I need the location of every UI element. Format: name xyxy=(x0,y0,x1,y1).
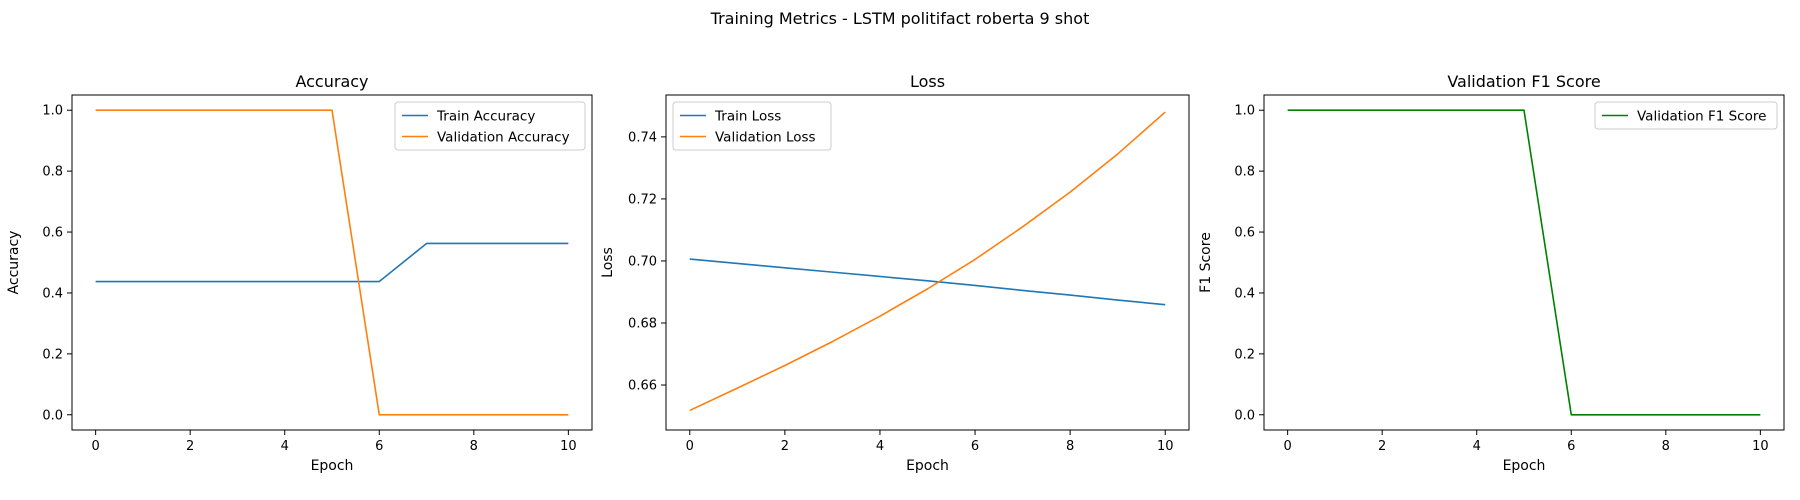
x-tick-label: 8 xyxy=(1662,439,1670,454)
x-tick-label: 2 xyxy=(186,439,194,454)
x-tick-label: 6 xyxy=(971,439,979,454)
x-tick-label: 0 xyxy=(91,439,99,454)
series-line xyxy=(1287,109,1761,416)
x-tick-label: 4 xyxy=(876,439,884,454)
legend-label: Validation Loss xyxy=(715,129,816,145)
x-tick-label: 6 xyxy=(1567,439,1575,454)
x-tick-label: 10 xyxy=(1752,439,1769,454)
x-tick-label: 0 xyxy=(686,439,694,454)
y-tick-label: 0.2 xyxy=(42,347,63,362)
legend-label: Validation F1 Score xyxy=(1637,108,1766,124)
x-tick-label: 2 xyxy=(1378,439,1386,454)
x-tick-label: 2 xyxy=(781,439,789,454)
x-axis-label: Epoch xyxy=(1503,458,1546,474)
y-tick-label: 0.4 xyxy=(42,286,63,301)
x-tick-label: 4 xyxy=(281,439,289,454)
y-tick-label: 0.6 xyxy=(42,226,63,241)
series-line xyxy=(95,109,569,416)
x-axis-label: Epoch xyxy=(311,458,354,474)
y-tick-label: 0.0 xyxy=(1234,408,1255,423)
y-axis-label: Accuracy xyxy=(6,231,22,295)
series-line xyxy=(689,111,1166,412)
x-tick-label: 6 xyxy=(375,439,383,454)
legend-label: Validation Accuracy xyxy=(437,129,570,145)
x-tick-label: 4 xyxy=(1473,439,1481,454)
legend-box xyxy=(394,101,586,151)
y-tick-label: 0.4 xyxy=(1234,286,1255,301)
plot-area xyxy=(665,94,1190,431)
y-tick-label: 0.8 xyxy=(1234,165,1255,180)
x-tick-label: 10 xyxy=(560,439,577,454)
y-tick-label: 0.72 xyxy=(628,192,657,207)
plot-area xyxy=(71,94,593,431)
legend-box xyxy=(672,101,832,151)
y-tick-label: 0.66 xyxy=(628,379,657,394)
x-tick-label: 8 xyxy=(470,439,478,454)
panel-title: Validation F1 Score xyxy=(1447,72,1600,91)
panel-title: Accuracy xyxy=(295,72,368,91)
y-tick-label: 0.2 xyxy=(1234,347,1255,362)
x-tick-label: 8 xyxy=(1066,439,1074,454)
plot-area xyxy=(1263,94,1785,431)
figure-title: Training Metrics - LSTM politifact rober… xyxy=(710,9,1090,28)
panel-title: Loss xyxy=(910,72,945,91)
legend-box xyxy=(1594,101,1778,130)
y-tick-label: 1.0 xyxy=(1234,104,1255,119)
series-line xyxy=(95,242,569,283)
x-tick-label: 0 xyxy=(1283,439,1291,454)
y-tick-label: 0.0 xyxy=(42,408,63,423)
y-tick-label: 0.8 xyxy=(42,165,63,180)
y-tick-label: 0.70 xyxy=(628,254,657,269)
y-axis-label: F1 Score xyxy=(1198,232,1214,293)
x-axis-label: Epoch xyxy=(906,458,949,474)
y-tick-label: 1.0 xyxy=(42,104,63,119)
y-axis-label: Loss xyxy=(600,247,616,278)
y-tick-label: 0.74 xyxy=(628,130,657,145)
x-tick-label: 10 xyxy=(1157,439,1174,454)
y-tick-label: 0.68 xyxy=(628,316,657,331)
legend-label: Train Accuracy xyxy=(436,108,535,124)
y-tick-label: 0.6 xyxy=(1234,226,1255,241)
series-line xyxy=(689,258,1166,306)
legend-label: Train Loss xyxy=(714,108,781,124)
